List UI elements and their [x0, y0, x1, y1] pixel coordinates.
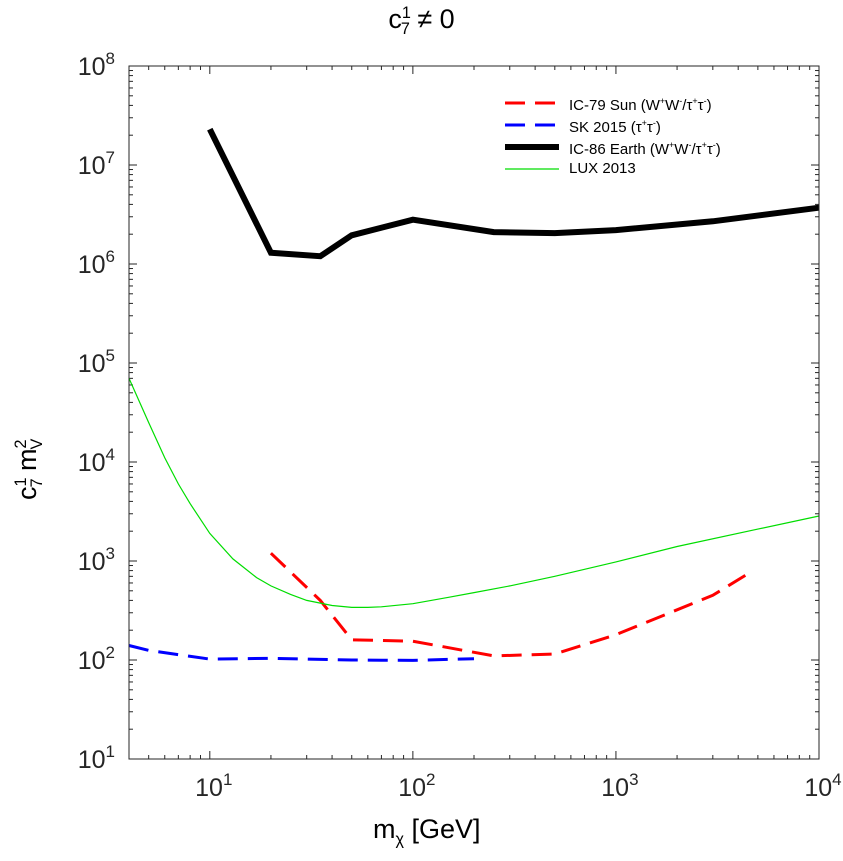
x-tick-label: 103	[601, 770, 638, 802]
legend-label: IC-79 Sun (W+W-/τ+τ-)	[569, 95, 712, 114]
legend-item-1: IC-79 Sun (W+W-/τ+τ-)	[503, 92, 721, 114]
x-tick-label: 101	[195, 770, 232, 802]
axis-ticks	[128, 66, 819, 760]
y-tick-label: 108	[78, 49, 115, 81]
chart-title: c17 ≠ 0	[388, 4, 455, 39]
series-line-2	[128, 644, 475, 662]
series-line-4	[128, 378, 820, 609]
legend-label: SK 2015 (τ+τ-)	[569, 117, 661, 136]
y-tick-label: 103	[78, 544, 115, 576]
legend-item-3: IC-86 Earth (W+W-/τ+τ-)	[503, 136, 721, 158]
y-tick-label: 101	[78, 742, 115, 774]
series-line-3	[207, 127, 820, 260]
legend-swatch	[505, 123, 559, 127]
y-tick-label: 106	[78, 247, 115, 279]
legend-swatch	[505, 168, 559, 170]
series-line-1	[269, 552, 750, 658]
y-tick-label: 102	[78, 643, 115, 675]
legend: IC-79 Sun (W+W-/τ+τ-) SK 2015 (τ+τ-) IC-86…	[503, 92, 721, 180]
legend-item-4: LUX 2013	[503, 158, 721, 180]
series-layer	[128, 127, 820, 662]
tick-labels: 101 102 103 104 101 102 103 104 105 106 107 108	[78, 49, 842, 802]
y-tick-label: 105	[78, 346, 115, 378]
legend-label: LUX 2013	[569, 160, 636, 177]
legend-swatch	[505, 144, 559, 150]
x-tick-label: 104	[804, 770, 841, 802]
y-tick-label: 104	[78, 445, 115, 477]
plot-frame	[128, 65, 820, 760]
y-tick-label: 107	[78, 148, 115, 180]
x-axis-label: mχ [GeV]	[373, 814, 481, 849]
x-tick-label: 102	[398, 770, 435, 802]
y-axis-label: c17 m2V	[12, 438, 47, 500]
legend-label: IC-86 Earth (W+W-/τ+τ-)	[569, 139, 721, 158]
legend-swatch	[505, 101, 559, 105]
legend-item-2: SK 2015 (τ+τ-)	[503, 114, 721, 136]
